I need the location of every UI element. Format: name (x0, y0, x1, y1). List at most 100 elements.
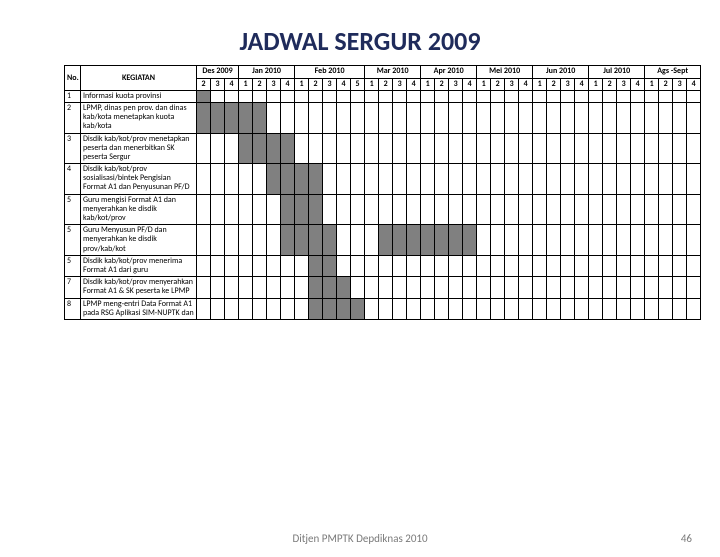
empty-cell (393, 277, 407, 298)
empty-cell (211, 194, 225, 225)
empty-cell (477, 90, 491, 102)
empty-cell (197, 255, 211, 276)
empty-cell (295, 298, 309, 319)
empty-cell (659, 194, 673, 225)
empty-cell (505, 164, 519, 195)
empty-cell (575, 133, 589, 164)
empty-cell (533, 133, 547, 164)
row-no: 8 (65, 298, 81, 319)
empty-cell (365, 225, 379, 256)
month-header: Des 2009 (197, 66, 239, 78)
week-header: 1 (295, 78, 309, 90)
empty-cell (351, 164, 365, 195)
empty-cell (435, 194, 449, 225)
week-header: 3 (561, 78, 575, 90)
empty-cell (673, 255, 687, 276)
empty-cell (421, 277, 435, 298)
empty-cell (645, 164, 659, 195)
bar-cell (337, 298, 351, 319)
bar-cell (421, 225, 435, 256)
empty-cell (407, 133, 421, 164)
week-header: 2 (435, 78, 449, 90)
bar-cell (239, 133, 253, 164)
week-header: 3 (393, 78, 407, 90)
empty-cell (211, 277, 225, 298)
empty-cell (603, 133, 617, 164)
bar-cell (267, 164, 281, 195)
empty-cell (575, 255, 589, 276)
empty-cell (267, 102, 281, 133)
month-header: Ags -Sept (645, 66, 701, 78)
empty-cell (631, 298, 645, 319)
empty-cell (589, 164, 603, 195)
empty-cell (225, 194, 239, 225)
empty-cell (421, 298, 435, 319)
empty-cell (449, 164, 463, 195)
empty-cell (505, 90, 519, 102)
empty-cell (533, 277, 547, 298)
empty-cell (631, 90, 645, 102)
empty-cell (673, 194, 687, 225)
empty-cell (393, 133, 407, 164)
week-header: 4 (631, 78, 645, 90)
empty-cell (603, 298, 617, 319)
empty-cell (337, 194, 351, 225)
empty-cell (421, 102, 435, 133)
week-header: 2 (547, 78, 561, 90)
empty-cell (351, 225, 365, 256)
empty-cell (239, 225, 253, 256)
empty-cell (687, 277, 701, 298)
empty-cell (491, 164, 505, 195)
bar-cell (463, 225, 477, 256)
row-activity: Disdik kab/kot/prov menyerahkan Format A… (81, 277, 197, 298)
row-no: 1 (65, 90, 81, 102)
bar-cell (435, 225, 449, 256)
empty-cell (505, 277, 519, 298)
empty-cell (393, 102, 407, 133)
bar-cell (351, 298, 365, 319)
empty-cell (309, 90, 323, 102)
week-header: 4 (519, 78, 533, 90)
empty-cell (533, 194, 547, 225)
empty-cell (463, 277, 477, 298)
empty-cell (449, 255, 463, 276)
empty-cell (393, 255, 407, 276)
empty-cell (449, 277, 463, 298)
empty-cell (309, 102, 323, 133)
empty-cell (225, 255, 239, 276)
empty-cell (407, 164, 421, 195)
empty-cell (575, 277, 589, 298)
week-header: 4 (225, 78, 239, 90)
empty-cell (659, 255, 673, 276)
empty-cell (449, 194, 463, 225)
bar-cell (323, 225, 337, 256)
row-activity: Disdik kab/kot/prov menetapkan peserta d… (81, 133, 197, 164)
empty-cell (393, 90, 407, 102)
empty-cell (197, 277, 211, 298)
empty-cell (365, 298, 379, 319)
bar-cell (295, 225, 309, 256)
empty-cell (393, 164, 407, 195)
empty-cell (617, 133, 631, 164)
bar-cell (337, 277, 351, 298)
empty-cell (659, 102, 673, 133)
empty-cell (365, 133, 379, 164)
empty-cell (365, 255, 379, 276)
row-no: 4 (65, 164, 81, 195)
week-header: 3 (267, 78, 281, 90)
empty-cell (631, 255, 645, 276)
empty-cell (491, 298, 505, 319)
gantt-table: No.KEGIATANDes 2009Jan 2010Feb 2010Mar 2… (64, 65, 701, 320)
empty-cell (631, 133, 645, 164)
empty-cell (603, 225, 617, 256)
empty-cell (519, 133, 533, 164)
empty-cell (379, 298, 393, 319)
empty-cell (547, 255, 561, 276)
empty-cell (561, 133, 575, 164)
empty-cell (673, 277, 687, 298)
empty-cell (351, 194, 365, 225)
table-row: 3Disdik kab/kot/prov menetapkan peserta … (65, 133, 701, 164)
empty-cell (267, 225, 281, 256)
empty-cell (533, 255, 547, 276)
empty-cell (337, 133, 351, 164)
